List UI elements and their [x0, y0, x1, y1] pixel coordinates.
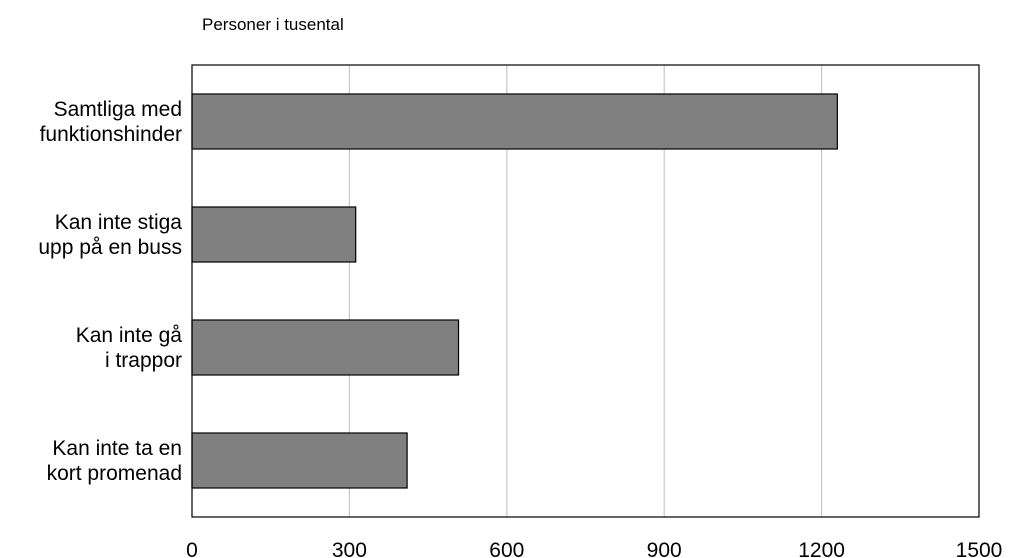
category-label: upp på en buss [38, 236, 182, 259]
bar [191, 432, 408, 489]
category-label: i trappor [105, 349, 182, 372]
x-tick-label: 300 [332, 539, 367, 558]
x-tick-label: 1500 [956, 539, 1003, 558]
category-label: funktionshinder [40, 123, 182, 146]
category-label: Samtliga med [54, 98, 182, 121]
x-tick-label: 600 [489, 539, 524, 558]
bar [191, 206, 357, 263]
unit-label: Personer i tusental [202, 15, 344, 34]
category-label: Kan inte gå [76, 324, 183, 347]
x-axis-ticks: 0 300 600 900 1200 1500 [186, 539, 1002, 558]
bar [191, 93, 838, 150]
bar [191, 319, 460, 376]
plot-frame [191, 64, 980, 518]
x-tick-label: 0 [186, 539, 198, 558]
category-label: Kan inte ta en [52, 437, 182, 460]
category-label: kort promenad [47, 462, 182, 485]
category-label: Kan inte stiga [55, 211, 183, 234]
x-tick-label: 1200 [798, 539, 845, 558]
bars [191, 93, 838, 489]
x-tick-label: 900 [647, 539, 682, 558]
